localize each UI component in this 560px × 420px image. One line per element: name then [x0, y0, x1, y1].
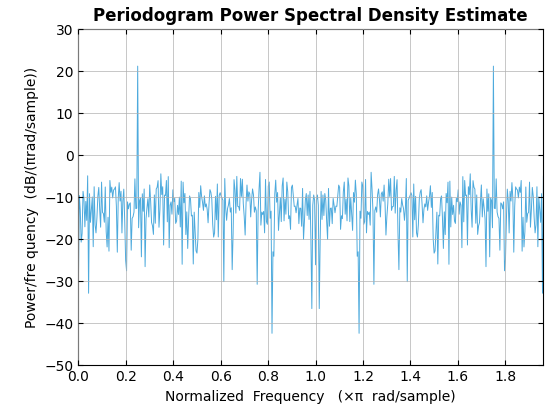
Y-axis label: Power/fre quency  (dB/(πrad/sample)): Power/fre quency (dB/(πrad/sample))	[25, 67, 39, 328]
X-axis label: Normalized  Frequency   (×π  rad/sample): Normalized Frequency (×π rad/sample)	[166, 390, 456, 404]
Title: Periodogram Power Spectral Density Estimate: Periodogram Power Spectral Density Estim…	[94, 7, 528, 25]
